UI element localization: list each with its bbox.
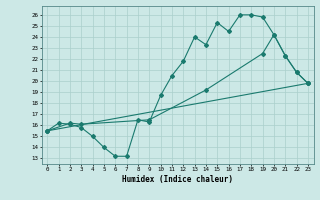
X-axis label: Humidex (Indice chaleur): Humidex (Indice chaleur) <box>122 175 233 184</box>
